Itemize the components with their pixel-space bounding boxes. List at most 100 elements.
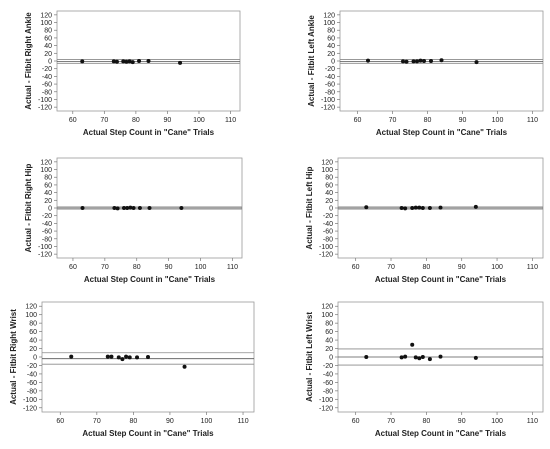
y-tick-label: 100 <box>321 312 333 319</box>
data-point <box>366 58 370 63</box>
data-point <box>473 355 478 360</box>
data-point <box>80 59 85 64</box>
y-tick-label: 80 <box>44 28 52 35</box>
data-point <box>146 355 150 359</box>
y-tick-label: 60 <box>44 182 52 189</box>
x-tick-label: 100 <box>193 117 205 124</box>
x-tick-label: 60 <box>56 418 64 425</box>
y-tick-label: 60 <box>29 329 37 336</box>
data-point <box>364 205 369 210</box>
x-axis-title: Actual Step Count in "Cane" Trials <box>376 128 508 137</box>
y-tick-label: -20 <box>323 363 333 370</box>
x-tick-label: 80 <box>424 117 432 124</box>
y-tick-label: -100 <box>319 397 333 404</box>
y-tick-label: 20 <box>44 51 52 58</box>
x-tick-label: 70 <box>93 418 101 425</box>
data-point <box>417 356 422 361</box>
x-tick-label: 70 <box>387 418 395 425</box>
chart-panel-3: 60 70 80 90 100 110120100806040200-20-40-60-8… <box>24 157 243 284</box>
data-point <box>112 206 117 210</box>
y-tick-label: -20 <box>42 213 52 220</box>
data-point <box>438 354 443 359</box>
x-tick-label: 70 <box>101 264 109 271</box>
y-tick-label: 60 <box>325 182 333 189</box>
data-point <box>109 354 114 359</box>
x-tick-label: 80 <box>422 418 430 425</box>
y-tick-label: -40 <box>27 371 37 378</box>
data-point <box>474 60 479 65</box>
y-tick-label: 60 <box>44 35 52 42</box>
y-tick-label: -80 <box>42 89 52 96</box>
y-tick-label: 0 <box>331 59 335 66</box>
y-tick-label: 80 <box>327 28 335 35</box>
x-tick-label: 100 <box>195 264 207 271</box>
data-point <box>420 355 425 359</box>
data-point <box>438 205 443 210</box>
data-point <box>427 357 432 362</box>
y-tick-label: -120 <box>319 405 333 412</box>
y-tick-label: 40 <box>44 43 52 50</box>
data-point <box>131 206 136 210</box>
y-tick-label: -80 <box>325 89 335 96</box>
y-tick-label: -80 <box>42 236 52 243</box>
y-tick-label: -60 <box>323 229 333 236</box>
x-axis-title: Actual Step Count in "Cane" Trials <box>84 275 216 284</box>
y-tick-label: 80 <box>325 321 333 328</box>
y-tick-label: 120 <box>323 12 335 19</box>
data-point <box>137 206 142 210</box>
x-axis-title: Actual Step Count in "Cane" Trials <box>375 275 507 284</box>
y-tick-label: -100 <box>319 244 333 251</box>
data-point <box>114 59 119 64</box>
x-tick-label: 60 <box>69 264 77 271</box>
y-tick-label: -100 <box>38 244 52 251</box>
y-tick-label: 80 <box>325 175 333 182</box>
data-point <box>418 58 423 63</box>
x-tick-label: 80 <box>133 264 141 271</box>
y-tick-label: 80 <box>29 321 37 328</box>
y-tick-label: -20 <box>323 213 333 220</box>
y-tick-label: -60 <box>42 229 52 236</box>
y-axis-title: Actual - Fitbit Right Hip <box>24 163 33 252</box>
y-tick-label: -60 <box>42 82 52 89</box>
y-tick-label: 40 <box>325 190 333 197</box>
data-point <box>413 355 418 360</box>
x-tick-label: 60 <box>69 117 77 124</box>
y-tick-label: -20 <box>325 66 335 73</box>
data-point <box>105 354 110 359</box>
y-tick-label: -20 <box>27 363 37 370</box>
y-tick-label: 120 <box>40 159 52 166</box>
x-tick-label: 60 <box>352 418 360 425</box>
y-tick-label: -120 <box>23 405 37 412</box>
chart-panel-5: 60 70 80 90 100 110120100806040200-20-40-60-8… <box>9 301 255 438</box>
y-tick-label: -100 <box>321 97 335 104</box>
y-tick-label: -60 <box>323 380 333 387</box>
chart-panel-4: 60 70 80 90 100 110120100806040200-20-40-60-8… <box>305 157 544 284</box>
y-tick-label: 0 <box>48 206 52 213</box>
y-tick-label: 100 <box>323 20 335 27</box>
data-point <box>420 206 425 210</box>
chart-panel-2: 60 70 80 90 100 110120100806040200-20-40-60-8… <box>307 10 544 137</box>
data-point <box>411 59 416 64</box>
y-axis-title: Actual - Fitbit Left Wrist <box>305 312 314 402</box>
y-tick-label: -20 <box>42 66 52 73</box>
data-point <box>124 59 129 64</box>
y-tick-label: 40 <box>44 190 52 197</box>
data-point <box>121 59 126 64</box>
y-tick-label: -60 <box>325 82 335 89</box>
x-tick-label: 70 <box>387 264 395 271</box>
data-point <box>124 354 129 359</box>
y-tick-label: 20 <box>327 51 335 58</box>
y-tick-label: 100 <box>40 20 52 27</box>
y-tick-label: 120 <box>321 159 333 166</box>
x-tick-label: 110 <box>527 418 538 425</box>
y-tick-label: 100 <box>321 167 333 174</box>
y-tick-label: -40 <box>42 74 52 81</box>
y-tick-label: -60 <box>27 380 37 387</box>
data-point <box>427 206 432 210</box>
data-point <box>439 58 444 63</box>
x-tick-label: 60 <box>352 264 360 271</box>
y-tick-label: 40 <box>325 338 333 345</box>
y-tick-label: 0 <box>33 355 37 362</box>
chart-panel-6: 60 70 80 90 100 110120100806040200-20-40-60-8… <box>305 301 544 438</box>
